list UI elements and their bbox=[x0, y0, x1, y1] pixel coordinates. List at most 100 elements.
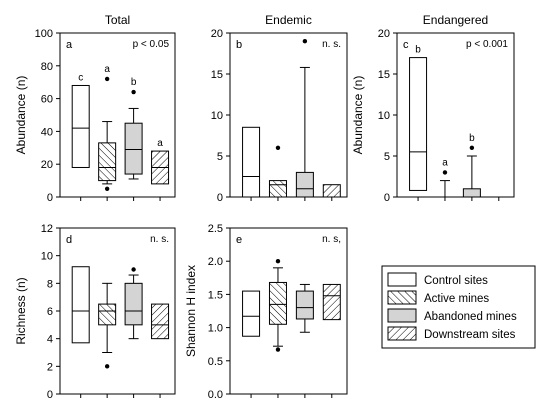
box-body bbox=[462, 188, 481, 198]
box-3 bbox=[295, 283, 314, 333]
box-3: b bbox=[462, 133, 481, 198]
box-body bbox=[242, 126, 261, 198]
panel-letter: d bbox=[66, 234, 72, 246]
box-body bbox=[268, 281, 287, 325]
panel-e: 0.0 0.5 1.0 1.5 2.0 2.5 e n. s, Shannon H index bbox=[184, 223, 348, 401]
y-tick-label: 2.5 bbox=[208, 223, 223, 235]
box-body bbox=[124, 122, 143, 175]
box-4: a bbox=[151, 138, 170, 185]
y-tick-label: 4 bbox=[47, 334, 53, 346]
y-tick-label: 0 bbox=[384, 192, 390, 204]
box-2 bbox=[268, 259, 287, 352]
y-tick-label: 0 bbox=[47, 389, 53, 401]
panel-letter: b bbox=[236, 39, 242, 51]
box-1: b bbox=[409, 45, 428, 191]
box-3 bbox=[124, 267, 143, 340]
significance-letter: a bbox=[104, 64, 110, 75]
y-tick-label: 0 bbox=[47, 192, 53, 204]
box-body bbox=[322, 283, 341, 321]
y-axis-label: Abundance (n) bbox=[14, 76, 28, 155]
y-axis-label: Abundance (n) bbox=[351, 76, 365, 155]
panel-letter: c bbox=[403, 39, 409, 51]
y-tick-label: 8 bbox=[47, 278, 53, 290]
outlier-point bbox=[442, 170, 448, 175]
box-3: b bbox=[124, 77, 143, 180]
panel-a: 0 20 40 60 80 100 Total a p < 0.05 Abundance (n) c… bbox=[14, 13, 176, 204]
stat-text: n. s. bbox=[322, 39, 341, 50]
legend-swatch bbox=[387, 326, 417, 341]
panel-title: Endemic bbox=[265, 13, 312, 27]
box-body bbox=[98, 303, 117, 326]
y-tick-label: 0.0 bbox=[208, 389, 223, 401]
y-tick-label: 1.5 bbox=[208, 289, 223, 301]
stat-text: n. s, bbox=[322, 234, 341, 245]
legend-label: Control sites bbox=[424, 275, 488, 287]
box-body bbox=[71, 84, 90, 168]
box-1 bbox=[71, 266, 90, 344]
y-tick-label: 10 bbox=[378, 110, 390, 122]
box-body bbox=[71, 266, 90, 344]
legend-swatch bbox=[387, 290, 417, 305]
legend-label: Active mines bbox=[424, 293, 489, 305]
y-tick-label: 6 bbox=[47, 306, 53, 318]
panel-letter: a bbox=[66, 39, 73, 51]
outlier-point bbox=[104, 76, 110, 82]
significance-letter: a bbox=[442, 157, 448, 168]
panel-letter: e bbox=[236, 234, 242, 246]
legend-label: Downstream sites bbox=[424, 329, 516, 341]
legend-swatch bbox=[387, 308, 417, 323]
outlier-point bbox=[275, 347, 281, 352]
panel-title: Endangered bbox=[423, 13, 488, 27]
box-body bbox=[268, 180, 287, 198]
y-tick-label: 2.0 bbox=[208, 256, 223, 268]
panel-c: 0 5 10 15 20 Endangered c p < 0.001 Abundance (n… bbox=[351, 13, 515, 204]
plot-frame bbox=[59, 32, 176, 198]
y-tick-label: 0.5 bbox=[208, 356, 223, 368]
y-axis-label: Richness (n) bbox=[14, 277, 28, 344]
legend-entry: Downstream sites bbox=[387, 326, 516, 341]
stat-text: p < 0.05 bbox=[133, 39, 170, 50]
box-body bbox=[242, 290, 261, 337]
panel-d: 0 2 4 6 8 10 12 d n. s. Richness (n) bbox=[14, 223, 176, 401]
outlier-point bbox=[469, 145, 475, 150]
box-4 bbox=[322, 184, 341, 198]
box-body bbox=[151, 303, 170, 340]
box-2: a bbox=[436, 157, 454, 198]
y-tick-label: 2 bbox=[47, 361, 53, 373]
y-tick-label: 5 bbox=[384, 151, 390, 163]
y-tick-label: 5 bbox=[217, 151, 223, 163]
outlier-point bbox=[275, 259, 281, 264]
y-tick-label: 20 bbox=[41, 159, 53, 171]
box-body bbox=[295, 171, 314, 198]
panel-b: 0 5 10 15 20 Endemic b n. s. bbox=[211, 13, 348, 204]
outlier-point bbox=[275, 145, 281, 150]
legend-entry: Active mines bbox=[387, 290, 489, 305]
box-body bbox=[322, 184, 341, 198]
box-body bbox=[409, 57, 428, 191]
y-axis-label: Shannon H index bbox=[184, 265, 198, 357]
y-tick-label: 1.0 bbox=[208, 323, 223, 335]
box-1 bbox=[242, 290, 261, 337]
panel-title: Total bbox=[105, 13, 130, 27]
significance-letter: b bbox=[131, 77, 137, 88]
legend-swatch bbox=[387, 272, 417, 287]
y-tick-label: 40 bbox=[41, 126, 53, 138]
outlier-point bbox=[104, 186, 110, 191]
box-1: c bbox=[71, 72, 90, 168]
significance-letter: b bbox=[469, 133, 475, 144]
box-body bbox=[124, 282, 143, 326]
box-4 bbox=[322, 283, 341, 321]
legend: Control sites Active mines Abandoned mines… bbox=[381, 265, 536, 349]
plot-frame bbox=[229, 227, 348, 395]
y-tick-label: 100 bbox=[35, 28, 53, 40]
y-tick-label: 20 bbox=[211, 28, 223, 40]
significance-letter: a bbox=[157, 138, 163, 149]
y-tick-label: 15 bbox=[211, 69, 223, 81]
box-2: a bbox=[98, 64, 117, 191]
box-3 bbox=[295, 39, 314, 198]
y-tick-label: 10 bbox=[211, 110, 223, 122]
box-4 bbox=[151, 303, 170, 340]
significance-letter: b bbox=[415, 45, 421, 56]
